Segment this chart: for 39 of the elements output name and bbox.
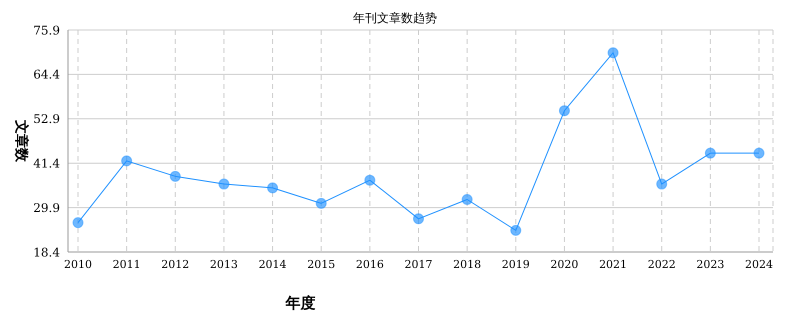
point [267,182,278,194]
x-tick-label: 2011 [112,258,141,271]
point [364,174,376,186]
x-tick-label: 2024 [745,258,773,271]
y-tick-label: 41.4 [33,156,60,170]
y-tick-label: 52.9 [33,112,60,126]
point [558,105,570,116]
x-tick-label: 2018 [453,258,482,271]
point [656,178,668,190]
point [462,194,473,205]
point [170,170,181,182]
x-axis-title: 年度 [284,294,316,312]
point [72,217,84,228]
y-axis-title: 文章数 [13,119,30,163]
y-tick-label: 29.9 [33,200,60,215]
x-tick-label: 2022 [648,258,676,271]
point [316,198,327,209]
x-tick-label: 2014 [258,258,287,271]
y-tick-label: 75.9 [33,23,60,38]
chart-title: 年刊文章数趋势 [353,11,437,25]
point [510,224,522,236]
x-tick-label: 2021 [599,258,628,271]
x-tick-label: 2013 [210,258,238,271]
point [218,178,230,190]
x-tick-label: 2023 [696,258,724,271]
y-tick-label: 18.4 [33,245,60,260]
x-tick-label: 2020 [550,258,578,271]
point [608,47,619,58]
y-tick-label: 64.4 [33,68,60,82]
x-tick-label: 2015 [307,258,336,271]
x-tick-label: 2019 [502,258,530,271]
point [754,148,764,159]
x-tick-label: 2010 [64,258,92,271]
point [413,213,424,224]
point [121,155,132,166]
point [704,148,716,159]
x-tick-label: 2016 [356,258,384,271]
x-tick-label: 2017 [404,258,432,271]
x-tick-label: 2012 [161,258,190,271]
